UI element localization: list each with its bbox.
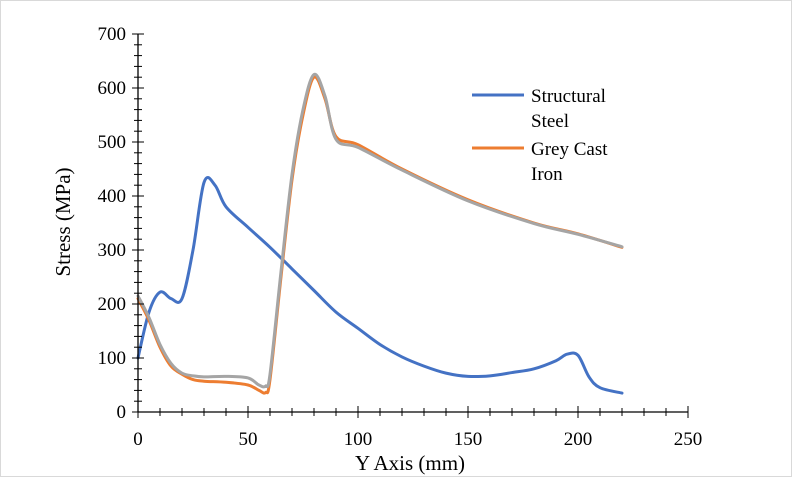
- y-tick-label: 0: [117, 402, 127, 423]
- series-lines: [136, 72, 624, 395]
- x-tick-label: 50: [239, 429, 258, 450]
- y-tick-label: 700: [98, 24, 127, 45]
- x-tick-label: 100: [344, 429, 373, 450]
- x-axis-title: Y Axis (mm): [355, 451, 465, 475]
- series-line-1: [136, 176, 624, 395]
- legend-label-1: Structural Steel: [531, 86, 606, 132]
- legend: Structural Steel Grey Cast Iron: [472, 86, 608, 185]
- y-tick-label: 400: [98, 186, 127, 207]
- tick-labels: 0 100 200 300 400 500 600 700 0 50 100 150 200 250: [98, 24, 703, 450]
- legend-label-2: Grey Cast Iron: [531, 139, 608, 185]
- x-tick-label: 150: [454, 429, 483, 450]
- x-tick-label: 250: [674, 429, 703, 450]
- axes: [132, 33, 689, 418]
- x-tick-label: 200: [564, 429, 593, 450]
- y-tick-label: 100: [98, 348, 127, 369]
- y-axis-title: Stress (MPa): [51, 167, 75, 276]
- x-tick-label: 0: [133, 429, 143, 450]
- series-line-3: [136, 72, 624, 389]
- y-tick-label: 600: [98, 78, 127, 99]
- y-tick-label: 500: [98, 132, 127, 153]
- y-tick-label: 200: [98, 294, 127, 315]
- y-tick-label: 300: [98, 240, 127, 261]
